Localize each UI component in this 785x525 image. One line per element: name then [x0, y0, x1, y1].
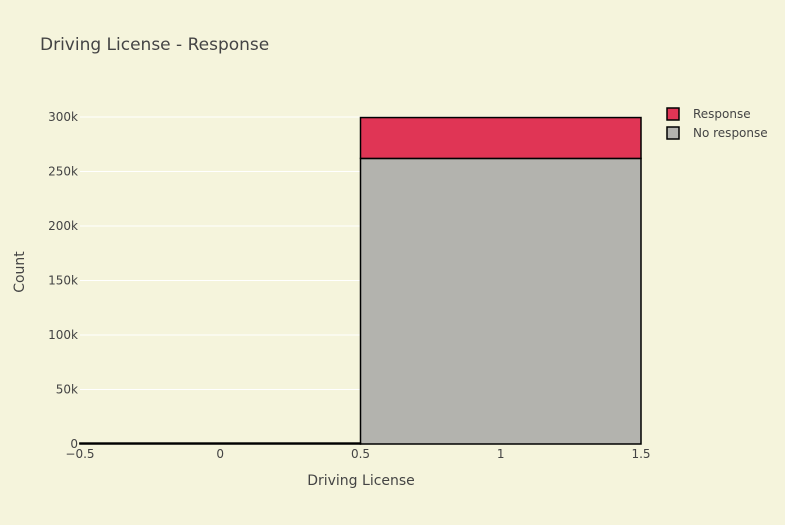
x-tick-label: 0	[216, 447, 224, 461]
legend-label: Response	[693, 107, 751, 121]
legend-item-no-response[interactable]: No response	[666, 126, 768, 140]
y-axis-title: Count	[12, 251, 28, 293]
y-tick-label: 150k	[48, 274, 78, 288]
legend-swatch	[666, 107, 680, 121]
y-tick-label: 100k	[48, 328, 78, 342]
legend-swatch	[666, 126, 680, 140]
x-tick-label: 0.5	[351, 447, 370, 461]
bar-no-response[interactable]	[359, 157, 642, 445]
chart-title: Driving License - Response	[40, 35, 269, 55]
legend-label: No response	[693, 126, 768, 140]
x-tick-label: −0.5	[65, 447, 94, 461]
y-tick-label: 0	[70, 437, 78, 451]
x-axis-ticks: −0.5 0 0.5 1 1.5	[65, 447, 650, 461]
y-axis-ticks: 0 50k 100k 150k 200k 250k 300k	[48, 110, 78, 451]
y-tick-label: 300k	[48, 110, 78, 124]
bar-response[interactable]	[359, 116, 642, 160]
y-tick-label: 50k	[56, 383, 78, 397]
x-axis-title: Driving License	[307, 473, 415, 489]
y-tick-label: 250k	[48, 165, 78, 179]
x-tick-label: 1.5	[631, 447, 650, 461]
bar-response[interactable]	[79, 442, 362, 445]
legend[interactable]: Response No response	[666, 107, 768, 140]
bars	[79, 116, 642, 445]
y-tick-label: 200k	[48, 219, 78, 233]
x-tick-label: 1	[497, 447, 505, 461]
legend-item-response[interactable]: Response	[666, 107, 751, 121]
